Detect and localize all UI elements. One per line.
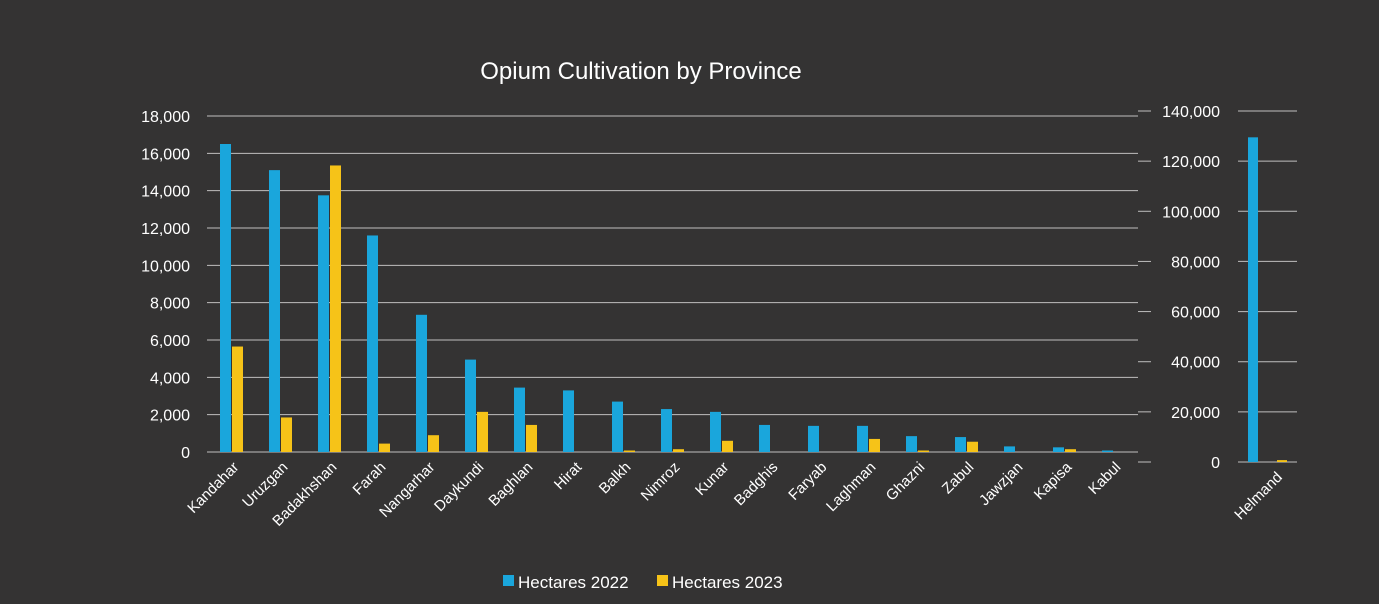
x-tick-label: Zabul [939,459,978,498]
bar [1102,450,1113,452]
legend-swatch-2023 [657,575,668,586]
bar [232,346,243,452]
bar [367,235,378,452]
x-tick-label: Nimroz [638,459,684,505]
bar [1248,137,1258,462]
bar [624,450,635,452]
y-tick-label: 16,000 [141,146,190,163]
bar [416,314,427,452]
helmand-y-axis: 0 20,000 40,000 60,000 80,000 100,000 120,000 1… [1162,104,1220,472]
bar [1004,446,1015,452]
x-tick-label: Kabul [1085,459,1124,498]
bar [514,387,525,452]
y-tick-label: 2,000 [150,408,190,425]
bar [1065,449,1076,452]
bar [379,443,390,452]
x-tick-label: Faryab [785,459,830,504]
bar [661,409,672,452]
bar [869,438,880,452]
bar [857,425,868,452]
bar [612,401,623,452]
bar [318,195,329,453]
bar [722,440,733,452]
bar [477,411,488,452]
x-tick-label: Kapisa [1031,458,1076,503]
x-tick-label: Farah [350,459,390,499]
x-tick-label: Baghlan [485,459,536,510]
bar [673,449,684,452]
legend-label-2023: Hectares 2023 [672,573,783,592]
legend: Hectares 2022 Hectares 2023 [503,573,783,592]
bar [563,390,574,452]
bar [906,436,917,452]
bar [808,425,819,452]
x-tick-label: Jawzjan [976,459,1026,509]
x-tick-label: Kandahar [184,459,242,517]
x-tick-label: Ghazni [883,459,929,505]
x-tick-label: Helmand [1231,469,1285,523]
helmand-gridlines [1138,110,1297,463]
bar [759,424,770,452]
main-bars [220,144,1113,453]
y-tick-label: 80,000 [1171,254,1220,271]
bar [465,359,476,452]
bar [220,144,231,452]
y-tick-label: 60,000 [1171,305,1220,322]
y-tick-label: 20,000 [1171,405,1220,422]
y-tick-label: 120,000 [1162,154,1220,171]
y-tick-label: 0 [1211,455,1220,472]
helmand-bars [1248,137,1287,462]
y-tick-label: 6,000 [150,333,190,350]
x-tick-label: Balkh [596,459,635,498]
legend-label-2022: Hectares 2022 [518,573,629,592]
x-tick-label: Hirat [551,458,586,493]
bar [967,441,978,452]
y-tick-label: 0 [181,445,190,462]
y-tick-label: 18,000 [141,109,190,126]
y-tick-label: 100,000 [1162,204,1220,221]
y-tick-label: 10,000 [141,258,190,275]
helmand-x-axis: Helmand [1231,469,1285,523]
bar [428,435,439,452]
x-tick-label: Badghis [731,459,781,509]
y-tick-label: 8,000 [150,296,190,313]
bar [955,437,966,452]
bar [1277,460,1287,462]
bar [710,411,721,452]
x-tick-label: Kunar [692,459,732,499]
main-gridlines [207,115,1138,453]
x-tick-label: Laghman [823,459,879,515]
y-tick-label: 12,000 [141,221,190,238]
main-y-axis: 0 2,000 4,000 6,000 8,000 10,000 12,000 14,000 1… [141,109,190,462]
bar [281,417,292,452]
chart-title: Opium Cultivation by Province [480,58,801,85]
bar [269,170,280,452]
x-tick-label: Daykundi [431,459,487,515]
legend-swatch-2022 [503,575,514,586]
y-tick-label: 40,000 [1171,355,1220,372]
bar [918,450,929,452]
y-tick-label: 4,000 [150,370,190,387]
y-tick-label: 140,000 [1162,104,1220,121]
bar [330,165,341,452]
y-tick-label: 14,000 [141,184,190,201]
bar [526,424,537,452]
bar [1053,447,1064,452]
